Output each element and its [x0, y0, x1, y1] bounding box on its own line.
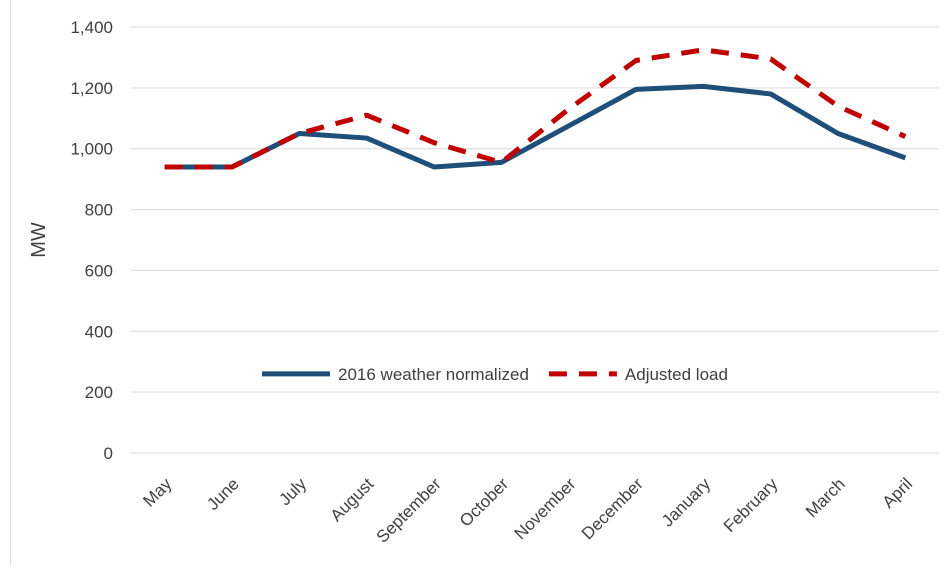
- x-tick-label: June: [203, 474, 243, 514]
- y-tick-label: 800: [85, 201, 113, 220]
- x-tick-label: March: [802, 474, 849, 521]
- y-tick-label: 200: [85, 383, 113, 402]
- series-line: [164, 83, 907, 170]
- y-tick-label: 400: [85, 322, 113, 341]
- y-axis-label: MW: [28, 222, 50, 258]
- x-tick-label: August: [327, 474, 378, 525]
- x-tick-label: January: [658, 474, 715, 531]
- x-tick-label: September: [373, 474, 445, 546]
- x-tick-label: February: [720, 474, 782, 536]
- y-tick-label: 1,200: [70, 79, 113, 98]
- legend-label: 2016 weather normalized: [338, 365, 529, 384]
- x-tick-label: December: [578, 474, 647, 543]
- series-line: [164, 47, 907, 170]
- y-tick-label: 600: [85, 261, 113, 280]
- x-tick-label: July: [275, 474, 310, 509]
- x-tick-label: October: [456, 474, 512, 530]
- x-tick-label: April: [879, 474, 916, 511]
- x-tick-label: November: [511, 474, 580, 543]
- y-tick-label: 1,400: [70, 18, 113, 37]
- legend-label: Adjusted load: [625, 365, 728, 384]
- y-tick-label: 0: [104, 444, 113, 463]
- y-tick-label: 1,000: [70, 140, 113, 159]
- x-tick-label: May: [139, 474, 175, 510]
